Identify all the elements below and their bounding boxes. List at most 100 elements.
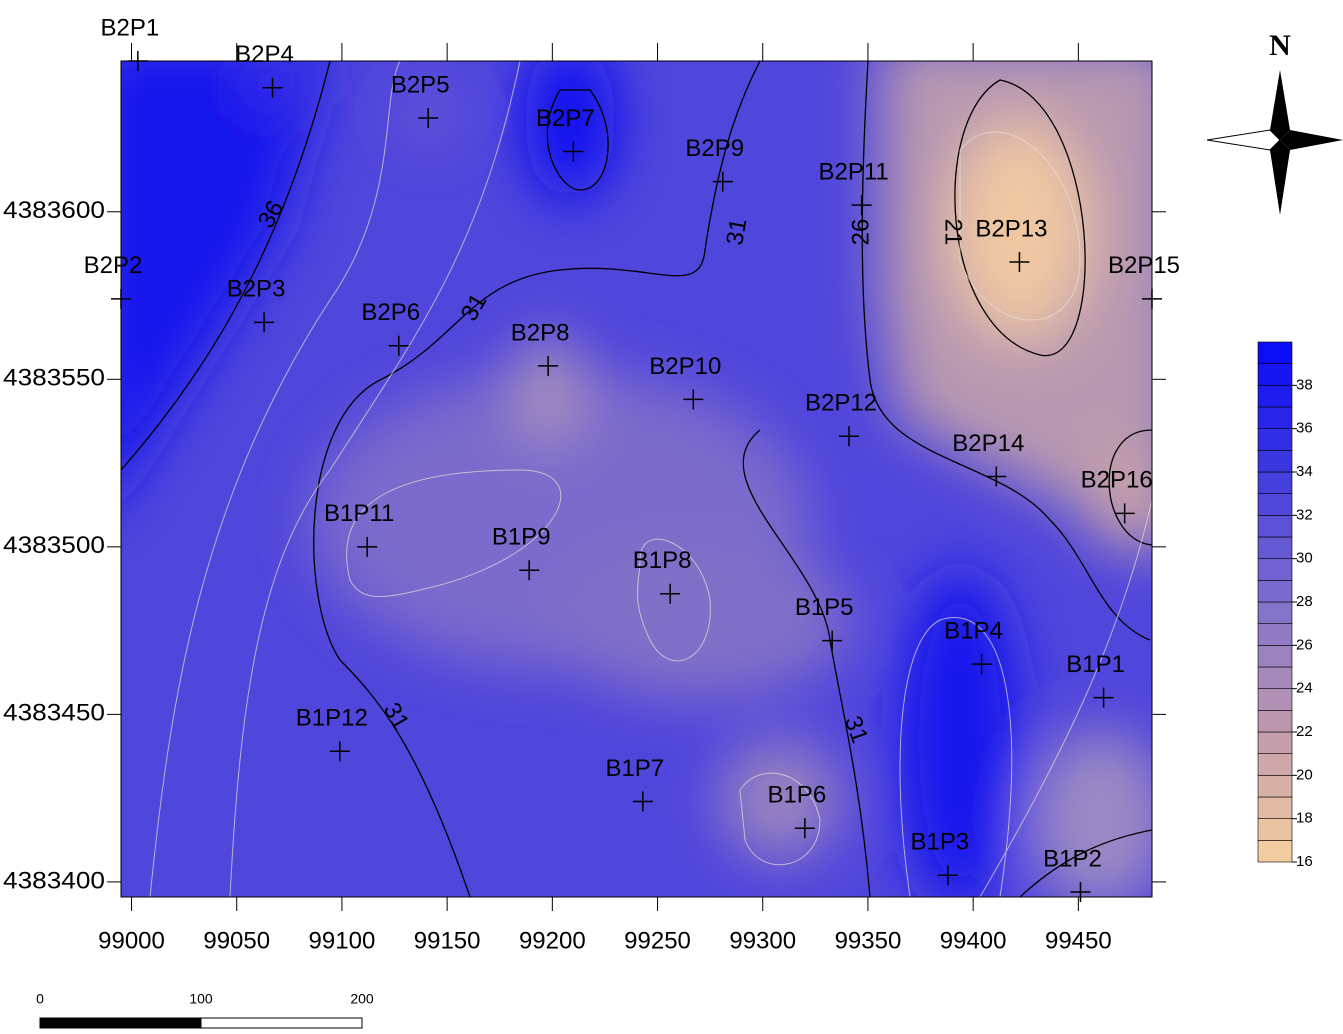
- colorbar-band: [1257, 623, 1293, 646]
- colorbar-band: [1257, 363, 1293, 386]
- point-label: B2P8: [511, 319, 570, 346]
- point-label: B1P1: [1066, 651, 1125, 678]
- sample-point: [329, 741, 350, 762]
- colorbar-band: [1257, 450, 1293, 473]
- sample-point: [563, 141, 584, 162]
- colorbar-band: [1257, 428, 1293, 451]
- sample-point: [538, 355, 559, 376]
- sample-point: [660, 583, 681, 604]
- colorbar-label: 28: [1296, 593, 1313, 610]
- colorbar-band: [1257, 406, 1293, 429]
- point-label: B1P12: [296, 705, 368, 732]
- scale-segment: [39, 1017, 202, 1029]
- colorbar-band: [1257, 493, 1293, 516]
- point-label: B2P1: [100, 14, 159, 41]
- colorbar-band: [1257, 710, 1293, 733]
- colorbar-label: 24: [1296, 680, 1313, 697]
- point-label: B1P3: [911, 829, 970, 856]
- colorbar-band: [1257, 688, 1293, 711]
- colorbar-band: [1257, 796, 1293, 819]
- colorbar-band: [1257, 818, 1293, 841]
- contour-label: 31: [721, 216, 752, 247]
- point-label: B2P14: [952, 430, 1024, 457]
- x-tick-label: 99050: [203, 927, 270, 954]
- point-label: B2P12: [805, 390, 877, 417]
- north-arrow: N: [1206, 29, 1343, 215]
- point-label: B1P7: [605, 755, 664, 782]
- y-tick-label: 4383450: [3, 700, 105, 727]
- sample-point: [986, 466, 1007, 487]
- colorbar-label: 16: [1296, 853, 1313, 870]
- north-label: N: [1269, 29, 1291, 62]
- colorbar-band: [1257, 341, 1293, 364]
- point-label: B1P5: [795, 594, 854, 621]
- x-tick-label: 99400: [940, 927, 1007, 954]
- colorbar-band: [1257, 515, 1293, 538]
- sample-point: [794, 818, 815, 839]
- point-label: B1P9: [492, 524, 551, 551]
- sample-point: [1114, 503, 1135, 524]
- colorbar-band: [1257, 471, 1293, 494]
- point-label: B2P6: [361, 299, 420, 326]
- x-tick-label: 99000: [98, 927, 165, 954]
- scale-label: 200: [350, 991, 374, 1007]
- colorbar-label: 36: [1296, 420, 1313, 437]
- x-tick-label: 99200: [519, 927, 586, 954]
- sample-point: [937, 865, 958, 886]
- y-tick-label: 4383400: [3, 867, 105, 894]
- sample-point: [418, 107, 439, 128]
- sample-point: [683, 389, 704, 410]
- sample-point: [822, 630, 843, 651]
- sample-point: [262, 77, 283, 98]
- x-tick-label: 99150: [414, 927, 481, 954]
- x-tick-label: 99450: [1045, 927, 1112, 954]
- y-tick-label: 4383550: [3, 365, 105, 392]
- contour-field: [121, 61, 1152, 897]
- scale-label: 0: [36, 991, 44, 1007]
- point-label: B2P16: [1081, 467, 1153, 494]
- sample-point: [357, 536, 378, 557]
- sample-point: [632, 791, 653, 812]
- colorbar-band: [1257, 385, 1293, 408]
- sample-point: [1093, 687, 1114, 708]
- colorbar-band: [1257, 580, 1293, 603]
- contour-label: 21: [940, 219, 967, 246]
- colorbar-band: [1257, 666, 1293, 689]
- colorbar-label: 18: [1296, 810, 1313, 827]
- x-tick-label: 99250: [624, 927, 691, 954]
- colorbar-band: [1257, 775, 1293, 798]
- y-tick-label: 4383500: [3, 532, 105, 559]
- sample-point: [254, 312, 275, 333]
- colorbar-label: 34: [1296, 463, 1313, 480]
- point-label: B2P7: [536, 105, 595, 132]
- colorbar-band: [1257, 536, 1293, 559]
- point-label: B2P3: [227, 276, 286, 303]
- colorbar-band: [1257, 645, 1293, 668]
- point-label: B2P4: [235, 41, 294, 68]
- scale-segment: [200, 1017, 363, 1029]
- point-label: B2P5: [391, 71, 450, 98]
- sample-point: [839, 426, 860, 447]
- y-tick-label: 4383600: [3, 197, 105, 224]
- x-tick-label: 99300: [729, 927, 796, 954]
- point-label: B1P4: [944, 617, 1003, 644]
- sample-point: [1009, 252, 1030, 273]
- sample-point: [851, 195, 872, 216]
- point-label: B2P10: [649, 353, 721, 380]
- colorbar-label: 30: [1296, 550, 1313, 567]
- map-frame: [120, 60, 1153, 898]
- point-label: B2P13: [975, 215, 1047, 242]
- colorbar-band: [1257, 840, 1293, 863]
- colorbar-label: 26: [1296, 636, 1313, 653]
- sample-point: [127, 51, 148, 71]
- sample-point: [388, 335, 409, 356]
- colorbar-label: 22: [1296, 723, 1313, 740]
- x-tick-label: 99100: [309, 927, 376, 954]
- sample-point: [1142, 288, 1162, 309]
- contour-label: 26: [847, 219, 874, 246]
- sample-point: [111, 288, 131, 309]
- sample-point: [712, 171, 733, 192]
- point-label: B1P11: [324, 500, 394, 527]
- colorbar-band: [1257, 558, 1293, 581]
